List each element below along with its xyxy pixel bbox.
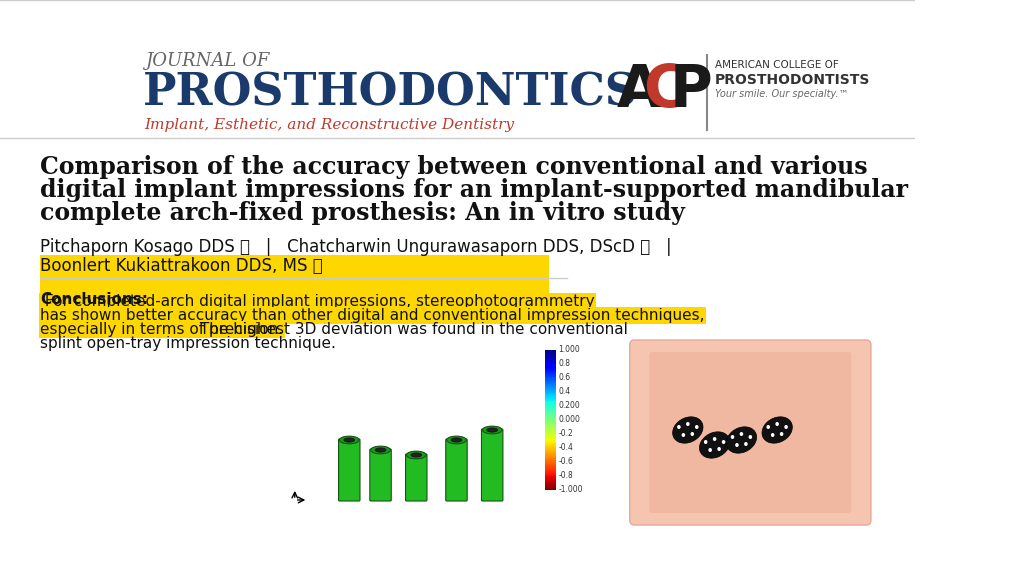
Text: 1.000: 1.000 [558, 346, 580, 354]
Ellipse shape [699, 432, 730, 458]
FancyBboxPatch shape [339, 439, 360, 501]
Text: A: A [616, 62, 662, 119]
Ellipse shape [726, 427, 757, 453]
FancyBboxPatch shape [40, 255, 549, 308]
Text: Comparison of the accuracy between conventional and various: Comparison of the accuracy between conve… [40, 155, 867, 179]
Ellipse shape [784, 425, 787, 429]
Text: PROSTHODONTICS: PROSTHODONTICS [143, 72, 638, 115]
Ellipse shape [451, 438, 462, 442]
Ellipse shape [690, 432, 694, 436]
Text: complete arch-fixed prosthesis: An in vitro study: complete arch-fixed prosthesis: An in vi… [40, 201, 685, 225]
Text: -0.8: -0.8 [558, 472, 573, 480]
Text: JOURNAL OF: JOURNAL OF [144, 52, 269, 70]
Ellipse shape [482, 426, 502, 434]
Text: The highest 3D deviation was found in the conventional: The highest 3D deviation was found in th… [195, 322, 628, 337]
Ellipse shape [682, 433, 685, 437]
FancyBboxPatch shape [370, 449, 391, 501]
Text: Implant, Esthetic, and Reconstructive Dentistry: Implant, Esthetic, and Reconstructive De… [144, 118, 515, 132]
Ellipse shape [703, 440, 708, 444]
Text: especially in terms of precision.: especially in terms of precision. [40, 322, 284, 337]
Text: 0.200: 0.200 [558, 401, 580, 411]
Ellipse shape [771, 433, 774, 437]
Text: has shown better accuracy than other digital and conventional impression techniq: has shown better accuracy than other dig… [40, 308, 705, 323]
Ellipse shape [344, 438, 354, 442]
Ellipse shape [486, 428, 498, 432]
Ellipse shape [339, 436, 359, 444]
Text: 0.6: 0.6 [558, 373, 570, 382]
Ellipse shape [722, 440, 725, 444]
Text: digital implant impressions for an implant-supported mandibular: digital implant impressions for an impla… [40, 178, 908, 202]
FancyBboxPatch shape [630, 340, 871, 525]
Text: Boonlert Kukiattrakoon DDS, MS ⓘ: Boonlert Kukiattrakoon DDS, MS ⓘ [40, 257, 323, 275]
Text: splint open-tray impression technique.: splint open-tray impression technique. [40, 336, 336, 351]
Text: 0.000: 0.000 [558, 415, 581, 425]
Ellipse shape [673, 417, 703, 443]
Ellipse shape [375, 448, 386, 452]
Ellipse shape [762, 417, 793, 443]
Ellipse shape [739, 432, 743, 436]
Ellipse shape [371, 446, 390, 454]
Text: For completed-arch digital implant impressions, stereophotogrammetry: For completed-arch digital implant impre… [40, 294, 595, 309]
Ellipse shape [780, 432, 783, 436]
Ellipse shape [735, 443, 738, 447]
Ellipse shape [713, 437, 717, 441]
Text: C: C [643, 62, 686, 119]
Text: AMERICAN COLLEGE OF: AMERICAN COLLEGE OF [715, 60, 839, 70]
Ellipse shape [749, 435, 753, 439]
FancyBboxPatch shape [406, 454, 427, 501]
Ellipse shape [407, 451, 426, 459]
Text: PROSTHODONTISTS: PROSTHODONTISTS [715, 73, 870, 87]
Ellipse shape [677, 425, 681, 429]
Ellipse shape [731, 435, 734, 439]
Text: Conclusions:: Conclusions: [40, 292, 148, 307]
Text: -0.4: -0.4 [558, 444, 573, 453]
FancyBboxPatch shape [649, 352, 851, 513]
Ellipse shape [411, 453, 422, 457]
Ellipse shape [686, 422, 689, 426]
Ellipse shape [446, 436, 466, 444]
FancyBboxPatch shape [445, 439, 467, 501]
Text: Pitchaporn Kosago DDS ⓘ   |   Chatcharwin Ungurawasaporn DDS, DScD ⓘ   |: Pitchaporn Kosago DDS ⓘ | Chatcharwin Un… [40, 238, 672, 256]
Ellipse shape [766, 425, 770, 429]
Text: -0.6: -0.6 [558, 457, 573, 467]
Ellipse shape [717, 447, 721, 451]
Ellipse shape [775, 422, 779, 426]
Text: -0.2: -0.2 [558, 430, 573, 438]
Ellipse shape [744, 442, 748, 446]
Text: Your smile. Our specialty.™: Your smile. Our specialty.™ [715, 89, 848, 99]
Ellipse shape [695, 425, 698, 429]
Text: -1.000: -1.000 [558, 486, 583, 495]
FancyBboxPatch shape [481, 429, 503, 501]
Text: 0.4: 0.4 [558, 388, 570, 396]
Text: P: P [670, 62, 713, 119]
Ellipse shape [709, 448, 712, 452]
Text: 0.8: 0.8 [558, 359, 570, 369]
